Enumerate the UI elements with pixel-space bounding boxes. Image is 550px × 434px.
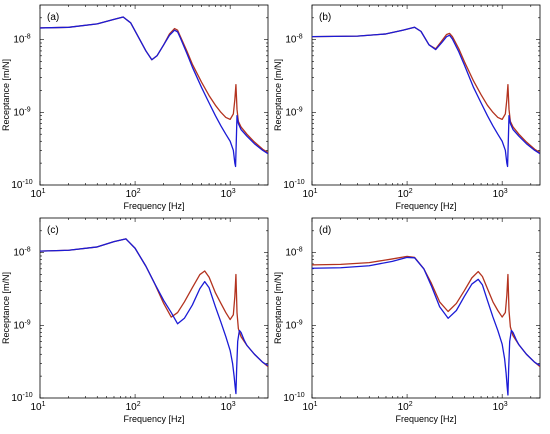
- plot-frame: [39, 4, 269, 186]
- y-tick-label: 10-8: [13, 34, 30, 46]
- panel-label: (a): [47, 12, 59, 23]
- x-tick-label: 102: [126, 188, 141, 200]
- x-tick-label: 101: [30, 188, 45, 200]
- x-tick-label: 103: [221, 188, 236, 200]
- panel-label: (b): [319, 12, 331, 23]
- plot-frame: [39, 217, 269, 399]
- x-tick-label: 102: [398, 188, 413, 200]
- y-axis-label: Receptance [m/N]: [1, 59, 11, 131]
- series-line-blue: [40, 16, 268, 168]
- y-tick-label: 10-8: [285, 34, 302, 46]
- x-axis-label: Frequency [Hz]: [395, 201, 456, 211]
- y-tick-label: 10-8: [285, 247, 302, 259]
- series-line-blue: [40, 238, 268, 395]
- y-tick-label: 10-9: [285, 319, 302, 331]
- plot-frame: [311, 217, 541, 399]
- x-tick-label: 101: [302, 188, 317, 200]
- x-tick-label: 101: [302, 401, 317, 413]
- y-tick-label: 10-10: [283, 392, 304, 404]
- x-axis-label: Frequency [Hz]: [395, 414, 456, 424]
- panel-label: (d): [319, 225, 331, 236]
- y-tick-label: 10-9: [13, 106, 30, 118]
- x-tick-label: 103: [493, 188, 508, 200]
- y-tick-label: 10-10: [283, 179, 304, 191]
- y-tick-label: 10-9: [13, 319, 30, 331]
- series-line-blue: [312, 256, 540, 396]
- y-tick-label: 10-10: [11, 179, 32, 191]
- plot-frame: [311, 4, 541, 186]
- panel-3: 101 102 103 10-10 10-9 10-8 Frequency [Hz] Rece…: [273, 217, 541, 424]
- panel-label: (c): [47, 225, 59, 236]
- y-axis-label: Receptance [m/N]: [273, 272, 283, 344]
- x-axis-label: Frequency [Hz]: [123, 414, 184, 424]
- panel-1: 101 102 103 10-10 10-9 10-8 Frequency [Hz] Rece…: [273, 4, 541, 211]
- panel-2: 101 102 103 10-10 10-9 10-8 Frequency [Hz] Rece…: [1, 217, 269, 424]
- series-line-blue: [312, 26, 540, 168]
- x-tick-label: 103: [493, 401, 508, 413]
- y-tick-label: 10-8: [13, 247, 30, 259]
- panel-0: 101 102 103 10-10 10-9 10-8 Frequency [Hz] Rece…: [1, 4, 269, 211]
- y-axis-label: Receptance [m/N]: [1, 272, 11, 344]
- y-axis-label: Receptance [m/N]: [273, 59, 283, 131]
- y-tick-label: 10-10: [11, 392, 32, 404]
- x-tick-label: 102: [398, 401, 413, 413]
- y-tick-label: 10-9: [285, 106, 302, 118]
- x-tick-label: 102: [126, 401, 141, 413]
- x-axis-label: Frequency [Hz]: [123, 201, 184, 211]
- x-tick-label: 103: [221, 401, 236, 413]
- x-tick-label: 101: [30, 401, 45, 413]
